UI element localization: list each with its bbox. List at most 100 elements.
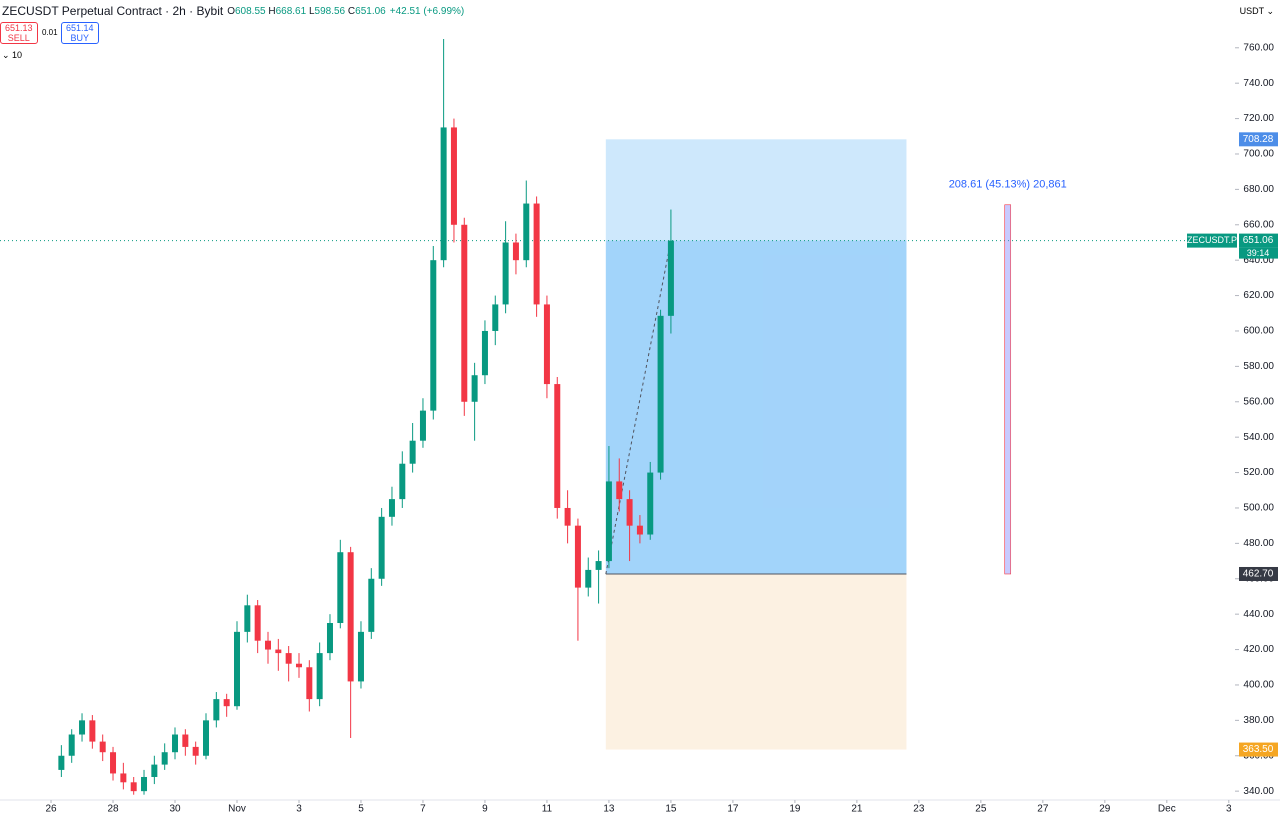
x-tick-label: 3: [1226, 804, 1232, 815]
symbol-label: ZECUSDT.P: [1187, 235, 1237, 245]
candle-body: [667, 240, 674, 316]
candle-body: [368, 578, 375, 632]
x-tick-label: 26: [45, 804, 57, 815]
candle-body: [626, 499, 633, 526]
currency[interactable]: USDT ⌄: [1239, 6, 1274, 16]
price-axis: [1235, 0, 1280, 817]
x-tick-label: 15: [665, 804, 677, 815]
y-tick-label: 720.00: [1243, 113, 1274, 124]
stop-tag: [1239, 742, 1278, 757]
candle-body: [399, 463, 406, 500]
target-tag-label: 708.28: [1243, 134, 1274, 145]
candle-body: [419, 410, 426, 441]
current-tag: [1239, 233, 1278, 248]
lot[interactable]: ⌄ 10: [2, 50, 23, 60]
ohlc-value: 668.61: [275, 5, 307, 17]
candle-body: [574, 525, 581, 588]
candle-body: [233, 631, 240, 707]
x-tick-label: 5: [358, 804, 364, 815]
x-tick-label: 30: [169, 804, 181, 815]
candle-body: [295, 663, 302, 668]
candle-body: [450, 127, 457, 225]
entry-tag-label: 462.70: [1243, 569, 1274, 580]
candle-body: [264, 640, 271, 650]
candle-body: [68, 734, 75, 756]
candle-body: [254, 605, 261, 641]
y-tick-label: 620.00: [1243, 290, 1274, 301]
profit-zone: [605, 240, 907, 574]
candle-body: [595, 561, 602, 570]
entry-tag: [1239, 566, 1278, 581]
x-tick-label: 25: [975, 804, 987, 815]
candle-body: [306, 667, 313, 700]
stop-zone: [605, 573, 907, 750]
stop-tag-label: 363.50: [1243, 744, 1274, 755]
buy-button[interactable]: 651.14 BUY: [61, 22, 99, 44]
x-tick-label: 3: [296, 804, 302, 815]
x-tick-label: 29: [1099, 804, 1111, 815]
y-tick-label: 760.00: [1243, 42, 1274, 53]
candle-body: [275, 649, 282, 654]
y-tick-label: 600.00: [1243, 326, 1274, 337]
candle-body: [388, 499, 395, 517]
sell-price: 651.13: [5, 23, 33, 33]
candle-body: [533, 203, 540, 305]
y-tick-label: 520.00: [1243, 467, 1274, 478]
symbol-title[interactable]: ZECUSDT Perpetual Contract · 2h · Bybit: [2, 4, 224, 18]
candle-body: [481, 330, 488, 376]
candle-body: [141, 776, 148, 792]
candle-body: [203, 720, 210, 756]
x-tick-label: 11: [542, 804, 553, 815]
buy-label: BUY: [70, 33, 90, 43]
y-tick-label: 400.00: [1243, 680, 1274, 691]
candle-body: [564, 507, 571, 526]
y-tick-label: 580.00: [1243, 361, 1274, 372]
y-tick-label: 340.00: [1243, 786, 1274, 797]
x-tick-label: 13: [603, 804, 615, 815]
currency-label: USDT: [1239, 6, 1264, 16]
y-tick-label: 560.00: [1243, 396, 1274, 407]
sell-label: SELL: [7, 33, 30, 43]
x-tick-label: 17: [727, 804, 739, 815]
candle-body: [657, 315, 664, 473]
candle-body: [213, 699, 220, 721]
ohlc-key: L: [308, 5, 315, 17]
candle-body: [79, 720, 86, 735]
candle-body: [430, 260, 437, 411]
candle-body: [616, 481, 623, 500]
x-tick-label: 9: [482, 804, 488, 815]
change: +42.51 (+6.99%): [389, 5, 465, 17]
x-tick-label: 27: [1037, 804, 1049, 815]
symbol-tag: [1187, 233, 1237, 248]
y-tick-label: 420.00: [1243, 644, 1274, 655]
candle-body: [378, 516, 385, 579]
candle-body: [523, 203, 530, 261]
sell-button[interactable]: 651.13 SELL: [0, 22, 38, 44]
candle-body: [182, 734, 189, 747]
ohlc-key: O: [227, 5, 235, 17]
candle-body: [543, 304, 550, 385]
candle-body: [605, 481, 612, 562]
x-tick-label: Nov: [228, 804, 246, 815]
y-tick-label: 500.00: [1243, 503, 1274, 514]
lot-value: 10: [12, 50, 23, 60]
y-tick-label: 440.00: [1243, 609, 1274, 620]
ohlc-value: 651.06: [355, 5, 386, 17]
candle-body: [58, 755, 65, 770]
y-tick-label: 640.00: [1243, 255, 1274, 266]
candle-body: [636, 525, 643, 535]
candle-body: [110, 752, 117, 774]
ohlc-value: 598.56: [314, 5, 346, 17]
candle-body: [316, 653, 323, 700]
candle-body: [492, 304, 499, 331]
candle-body: [192, 746, 199, 756]
candle-body: [471, 375, 478, 402]
candle-body: [357, 631, 364, 682]
countdown: 39:14: [1247, 248, 1270, 258]
x-tick-label: 28: [107, 804, 119, 815]
x-tick-label: 19: [789, 804, 801, 815]
candle-body: [244, 605, 251, 632]
ohlc-key: C: [347, 5, 356, 17]
